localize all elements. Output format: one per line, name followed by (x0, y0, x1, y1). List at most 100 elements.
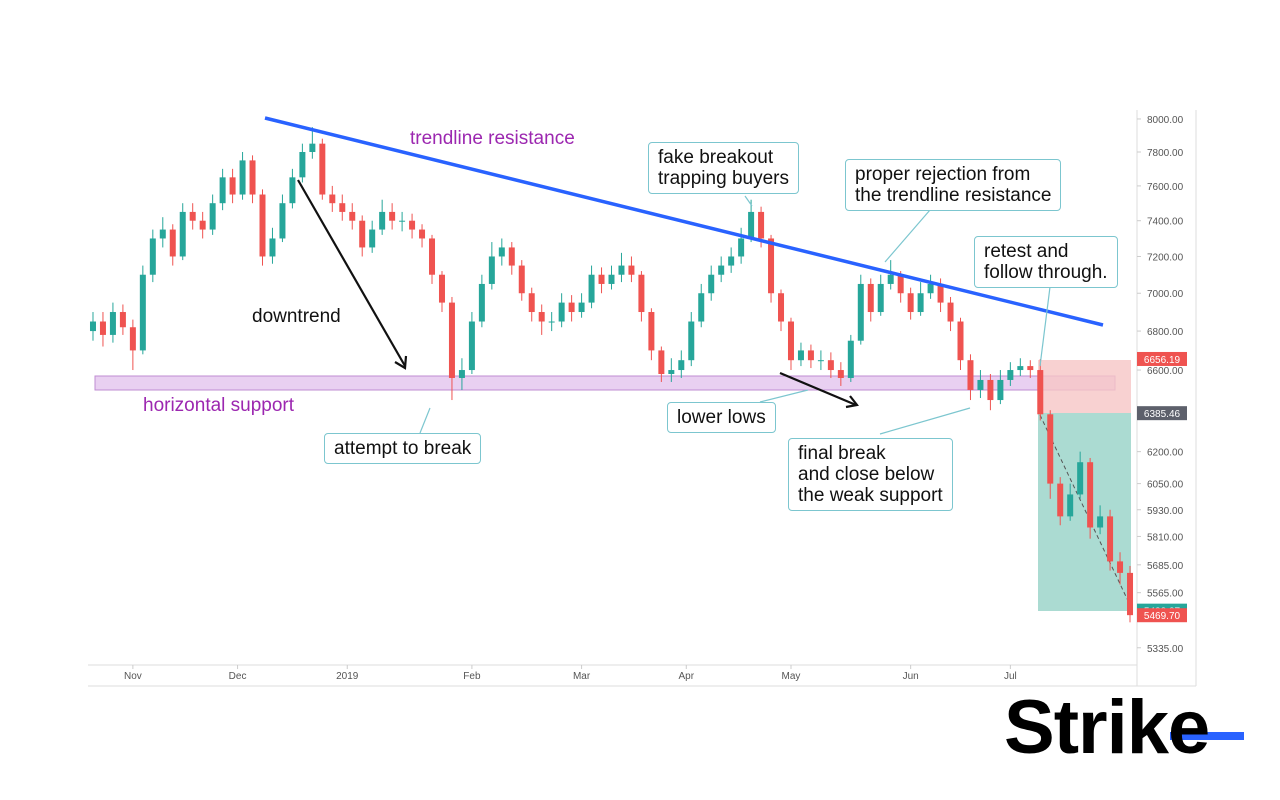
candle-body (688, 321, 695, 361)
candle-body (578, 302, 585, 313)
price-label-box (1137, 406, 1187, 421)
candle-body (329, 194, 336, 204)
candle-body (289, 177, 296, 204)
y-tick-label: 6600.00 (1147, 366, 1184, 377)
candle-body (1057, 483, 1064, 517)
candle-body (299, 152, 306, 178)
candle-body (1107, 516, 1114, 562)
candle-body (409, 220, 416, 230)
candle-body (538, 312, 545, 322)
candle-body (149, 238, 156, 275)
x-tick-label: Feb (463, 671, 481, 682)
candle-body (847, 340, 854, 378)
candle-body (399, 220, 406, 222)
candle-body (608, 274, 615, 284)
candle-body (249, 160, 256, 195)
x-tick-label: Nov (124, 671, 142, 682)
candle-body (1007, 370, 1014, 380)
candle-body (1087, 462, 1094, 528)
pointer (759, 389, 809, 403)
candle-body (229, 177, 236, 195)
pointers (419, 195, 1051, 435)
candle-body (89, 321, 96, 332)
candle-body (987, 379, 994, 401)
annotation: proper rejection from the trendline resis… (845, 159, 1062, 211)
candle-body (718, 265, 725, 275)
candle-body (279, 203, 286, 239)
price-label-box (1137, 351, 1187, 366)
candle-body (1017, 366, 1024, 371)
candle-body (658, 350, 665, 375)
candle-body (1127, 572, 1134, 616)
arrow-head (845, 395, 859, 409)
x-tick-label: Dec (229, 671, 247, 682)
annotation-text: trapping buyers (658, 168, 789, 189)
candle-body (638, 274, 645, 313)
pointer (884, 209, 931, 263)
annotation-text: the trendline resistance (855, 185, 1052, 206)
candle-body (189, 211, 196, 221)
pointer (1039, 286, 1051, 367)
y-tick-label: 8000.00 (1147, 115, 1184, 126)
y-tick-label: 5685.00 (1147, 561, 1184, 572)
candle-body (957, 321, 964, 361)
candle-body (528, 293, 535, 313)
candle-body (827, 360, 834, 371)
y-tick-label: 6800.00 (1147, 327, 1184, 338)
y-tick-label: 7800.00 (1147, 148, 1184, 159)
logo-accent (1170, 732, 1244, 740)
x-tick-label: Jun (903, 671, 919, 682)
candle-body (797, 350, 804, 361)
candle-body (887, 274, 894, 284)
candle-body (598, 274, 605, 284)
candle-body (837, 370, 844, 378)
candle-body (917, 293, 924, 313)
candle-body (1117, 561, 1124, 573)
candle-body (169, 229, 176, 257)
support-zone (94, 375, 1116, 391)
trendline (264, 116, 1104, 327)
candle-body (748, 211, 755, 239)
candle-body (558, 302, 565, 322)
candle-body (768, 238, 775, 294)
candle-body (359, 220, 366, 248)
x-tick-label: Apr (679, 671, 695, 682)
y-tick-label: 6200.00 (1147, 448, 1184, 459)
candle-body (119, 312, 126, 328)
y-tick-label: 5810.00 (1147, 532, 1184, 543)
candle-body (738, 238, 745, 257)
candle-body (458, 370, 465, 378)
pointer (879, 407, 971, 435)
annotation-text: retest and (984, 241, 1069, 262)
candle-body (698, 293, 705, 322)
support-label: horizontal support (143, 395, 295, 416)
candle-body (349, 211, 356, 221)
candle-body (379, 211, 386, 230)
candle-body (967, 360, 974, 390)
candle-body (159, 229, 166, 239)
candle-body (907, 293, 914, 313)
candle-body (339, 203, 346, 212)
x-tick-label: 2019 (336, 671, 359, 682)
candle-body (778, 293, 785, 322)
candle-body (977, 379, 984, 390)
downtrend-label: downtrend (252, 306, 341, 327)
candle-body (1037, 370, 1044, 415)
candle-body (259, 194, 266, 257)
target-zone (1038, 413, 1131, 611)
annotation-text: the weak support (798, 485, 943, 506)
pointer (744, 195, 753, 207)
candle-body (139, 274, 146, 351)
candle-body (588, 274, 595, 303)
y-tick-label: 7400.00 (1147, 217, 1184, 228)
candle-body (937, 283, 944, 303)
candle-body (897, 274, 904, 294)
stop-zone (1038, 360, 1131, 413)
candle-body (857, 283, 864, 341)
candle-body (518, 265, 525, 294)
candle-body (239, 160, 246, 195)
candle-body (927, 283, 934, 294)
annotation-text: proper rejection from (855, 164, 1031, 185)
